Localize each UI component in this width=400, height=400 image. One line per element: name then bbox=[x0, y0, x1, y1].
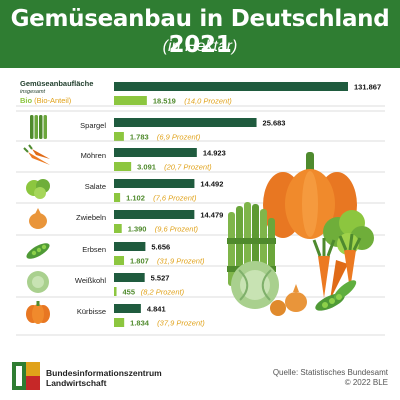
total-value-label: 5.527 bbox=[151, 274, 170, 283]
vegetables-illustration bbox=[227, 152, 374, 316]
category-label: Spargel bbox=[80, 121, 106, 130]
total-bar bbox=[114, 82, 348, 91]
bio-bar bbox=[114, 318, 125, 327]
total-value-label: 4.841 bbox=[147, 305, 166, 314]
bio-label: Bio (Bio-Anteil) bbox=[20, 96, 72, 105]
total-value-label: 131.867 bbox=[354, 83, 381, 92]
category-label: Kürbisse bbox=[77, 307, 106, 316]
category-label: Zwiebeln bbox=[76, 213, 106, 222]
total-value-label: 14.479 bbox=[200, 211, 223, 220]
total-value-label: 14.492 bbox=[200, 180, 223, 189]
pea-pods-illustration-icon bbox=[315, 280, 357, 311]
page-subtitle: (in Hektar) bbox=[162, 38, 238, 55]
pea-pod-icon bbox=[26, 243, 50, 259]
category-label: Weißkohl bbox=[75, 276, 106, 285]
bio-value-label: 455 bbox=[123, 288, 136, 297]
bio-percent-label: (37,9 Prozent) bbox=[157, 319, 205, 328]
bio-bar bbox=[114, 193, 121, 202]
carrot-icon bbox=[23, 144, 50, 165]
bio-value-label: 1.390 bbox=[128, 225, 147, 234]
bio-percent-label: (6,9 Prozent) bbox=[157, 133, 201, 142]
cabbage-icon bbox=[27, 271, 49, 293]
bio-percent-label: (14,0 Prozent) bbox=[184, 97, 232, 106]
header-banner: Gemüseanbau in Deutschland 2021 (in Hekt… bbox=[0, 0, 400, 68]
onion-icon bbox=[29, 208, 47, 229]
total-value-label: 5.656 bbox=[151, 243, 170, 252]
total-value-label: 14.923 bbox=[203, 149, 226, 158]
pumpkin-icon bbox=[26, 301, 50, 324]
category-label: Möhren bbox=[81, 151, 106, 160]
bio-bar bbox=[114, 96, 147, 105]
category-label: Gemüseanbaufläche bbox=[20, 79, 93, 88]
bio-value-label: 1.807 bbox=[130, 257, 149, 266]
total-bar bbox=[114, 273, 145, 282]
cabbage-illustration-icon bbox=[231, 261, 279, 309]
carrots-illustration-icon bbox=[312, 233, 362, 300]
footer-org-line2: Landwirtschaft bbox=[46, 378, 107, 388]
total-bar bbox=[114, 179, 195, 188]
bio-percent-label: (31,9 Prozent) bbox=[157, 257, 205, 266]
category-label: Salate bbox=[85, 182, 106, 191]
footer-source: Quelle: Statistisches Bundesamt © 2022 B… bbox=[273, 368, 388, 388]
asparagus-icon bbox=[30, 115, 47, 139]
bio-bar bbox=[114, 162, 132, 171]
bio-bar bbox=[114, 256, 125, 265]
bio-percent-label: (7,6 Prozent) bbox=[153, 194, 197, 203]
bio-value-label: 1.783 bbox=[130, 133, 149, 142]
page-title: Gemüseanbau in Deutschland 2021 bbox=[10, 6, 390, 58]
total-bar bbox=[114, 304, 141, 313]
bio-bar bbox=[114, 224, 122, 233]
footer-organisation: Bundesinformationszentrum Landwirtschaft bbox=[46, 368, 162, 388]
total-bar bbox=[114, 148, 197, 157]
bio-value-label: 1.102 bbox=[126, 194, 145, 203]
total-bar bbox=[114, 118, 257, 127]
onion-illustration-icon bbox=[270, 284, 307, 316]
bio-percent-label: (9,6 Prozent) bbox=[155, 225, 199, 234]
bio-percent-label: (8,2 Prozent) bbox=[141, 288, 185, 297]
category-sublabel: insgesamt bbox=[20, 89, 46, 95]
total-bar bbox=[114, 242, 146, 251]
bio-value-label: 3.091 bbox=[137, 163, 156, 172]
ble-logo-icon bbox=[12, 362, 40, 390]
lettuce-icon bbox=[26, 179, 50, 199]
bio-bar bbox=[114, 132, 124, 141]
total-value-label: 25.683 bbox=[263, 119, 286, 128]
footer-org-line1: Bundesinformationszentrum bbox=[46, 368, 162, 378]
bio-value-label: 1.834 bbox=[130, 319, 150, 328]
bio-value-label: 18.519 bbox=[153, 97, 176, 106]
total-bar bbox=[114, 210, 195, 219]
bio-percent-label: (20,7 Prozent) bbox=[164, 163, 212, 172]
footer-copyright: © 2022 BLE bbox=[344, 378, 388, 387]
bio-bar bbox=[114, 287, 117, 296]
footer-source-text: Quelle: Statistisches Bundesamt bbox=[272, 368, 388, 377]
category-label: Erbsen bbox=[82, 245, 106, 254]
